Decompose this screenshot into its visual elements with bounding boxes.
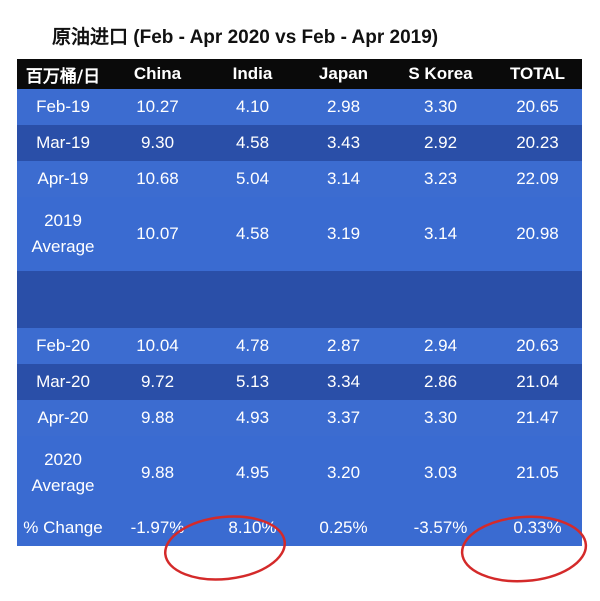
table-row-average-2020: 2020 Average 9.88 4.95 3.20 3.03 21.05 <box>17 436 582 510</box>
row-label: 2020 Average <box>17 436 109 510</box>
table-row: Apr-19 10.68 5.04 3.14 3.23 22.09 <box>17 161 582 197</box>
cell-china: 9.88 <box>140 408 175 427</box>
cell-total: 0.33% <box>513 518 562 537</box>
title-period: (Feb - Apr 2020 vs Feb - Apr 2019) <box>133 27 439 48</box>
cell-india: 5.04 <box>235 169 270 188</box>
cell-japan: 2.98 <box>326 97 361 116</box>
cell-total: 20.98 <box>516 224 559 243</box>
cell-s-korea: -3.57% <box>413 518 468 537</box>
cell-s-korea: 2.86 <box>423 372 458 391</box>
cell-s-korea: 2.94 <box>423 336 458 355</box>
table-row: Feb-20 10.04 4.78 2.87 2.94 20.63 <box>17 328 582 364</box>
cell-india: 4.58 <box>235 133 270 152</box>
row-label: Feb-20 <box>36 336 90 355</box>
cell-japan: 2.87 <box>326 336 361 355</box>
cell-india: 4.10 <box>235 97 270 116</box>
cell-total: 21.47 <box>516 408 559 427</box>
table-row-percent-change: % Change -1.97% 8.10% 0.25% -3.57% 0.33% <box>17 510 582 546</box>
avg-word: Average <box>31 237 95 256</box>
table-spacer-row <box>17 271 582 328</box>
cell-china: -1.97% <box>130 518 185 537</box>
row-label: Apr-19 <box>37 169 89 188</box>
row-label: Mar-19 <box>36 133 90 152</box>
cell-japan: 3.43 <box>326 133 361 152</box>
header-total: TOTAL <box>509 64 566 83</box>
cell-japan: 3.14 <box>326 169 361 188</box>
row-label: 2019 Average <box>17 197 109 271</box>
cell-china: 10.04 <box>136 336 179 355</box>
cell-total: 20.63 <box>516 336 559 355</box>
table-row: Feb-19 10.27 4.10 2.98 3.30 20.65 <box>17 89 582 125</box>
row-label: Apr-20 <box>37 408 89 427</box>
cell-total: 20.23 <box>516 133 559 152</box>
table-row: Apr-20 9.88 4.93 3.37 3.30 21.47 <box>17 400 582 436</box>
avg-word: Average <box>31 476 95 495</box>
cell-india: 4.58 <box>235 224 270 243</box>
row-label: % Change <box>23 518 103 537</box>
cell-china: 10.27 <box>136 97 179 116</box>
cell-japan: 0.25% <box>319 518 368 537</box>
cell-japan: 3.34 <box>326 372 361 391</box>
header-unit: 百万桶/日 <box>25 66 101 87</box>
table-row-average-2019: 2019 Average 10.07 4.58 3.19 3.14 20.98 <box>17 197 582 271</box>
cell-india: 5.13 <box>235 372 270 391</box>
row-label: Mar-20 <box>36 372 90 391</box>
cell-total: 21.04 <box>516 372 559 391</box>
cell-japan: 3.20 <box>326 463 361 482</box>
table-row: Mar-20 9.72 5.13 3.34 2.86 21.04 <box>17 364 582 400</box>
cell-india: 4.78 <box>235 336 270 355</box>
crude-imports-table: 百万桶/日 China India Japan S Korea TOTAL Fe… <box>17 59 582 546</box>
cell-s-korea: 3.30 <box>423 408 458 427</box>
cell-india: 4.93 <box>235 408 270 427</box>
header-japan: Japan <box>318 64 369 83</box>
cell-s-korea: 3.03 <box>423 463 458 482</box>
cell-s-korea: 3.23 <box>423 169 458 188</box>
header-india: India <box>232 64 273 83</box>
avg-year: 2019 <box>44 211 82 230</box>
table-header-row: 百万桶/日 China India Japan S Korea TOTAL <box>17 59 582 89</box>
cell-india: 8.10% <box>228 518 277 537</box>
header-china: China <box>133 64 182 83</box>
cell-china: 9.72 <box>140 372 175 391</box>
cell-s-korea: 3.30 <box>423 97 458 116</box>
cell-total: 20.65 <box>516 97 559 116</box>
cell-s-korea: 3.14 <box>423 224 458 243</box>
cell-china: 9.88 <box>140 463 175 482</box>
row-label: Feb-19 <box>36 97 90 116</box>
cell-total: 21.05 <box>516 463 559 482</box>
cell-s-korea: 2.92 <box>423 133 458 152</box>
cell-japan: 3.37 <box>326 408 361 427</box>
cell-japan: 3.19 <box>326 224 361 243</box>
cell-china: 9.30 <box>140 133 175 152</box>
header-s-korea: S Korea <box>408 64 473 83</box>
cell-total: 22.09 <box>516 169 559 188</box>
cell-china: 10.68 <box>136 169 179 188</box>
cell-china: 10.07 <box>136 224 179 243</box>
table-row: Mar-19 9.30 4.58 3.43 2.92 20.23 <box>17 125 582 161</box>
title-chinese: 原油进口 <box>52 26 129 48</box>
avg-year: 2020 <box>44 450 82 469</box>
cell-india: 4.95 <box>235 463 270 482</box>
table-title: 原油进口 (Feb - Apr 2020 vs Feb - Apr 2019) <box>52 22 438 49</box>
